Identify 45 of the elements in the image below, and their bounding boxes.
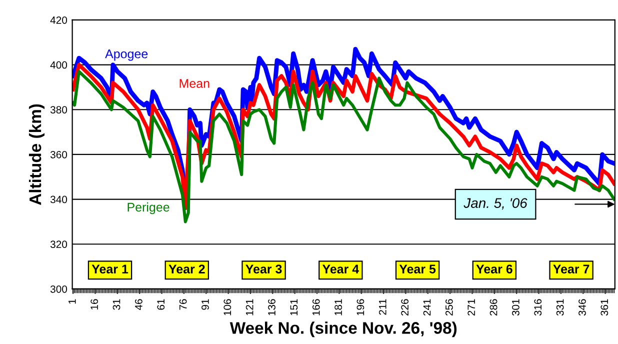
x-tick-label: 136 xyxy=(268,299,276,316)
annotation: Year 6 xyxy=(476,264,512,274)
x-tick-label: 1 xyxy=(68,299,76,304)
x-tick-label: 286 xyxy=(490,299,498,316)
x-tick-label: 46 xyxy=(134,299,142,310)
x-tick-label: 106 xyxy=(224,299,232,316)
y-tick-label: 380 xyxy=(50,106,68,114)
y-tick-label: 320 xyxy=(50,240,68,248)
x-tick-label: 331 xyxy=(556,299,564,316)
annotation: Jan. 5, '06 xyxy=(464,198,528,210)
y-axis-title: Altitude (km) xyxy=(28,104,45,205)
x-tick-label: 301 xyxy=(512,299,520,316)
x-tick-label: 211 xyxy=(378,299,386,315)
series-label: Apogee xyxy=(105,50,148,61)
x-tick-label: 31 xyxy=(112,299,120,310)
series-label: Mean xyxy=(180,79,210,88)
x-tick-label: 256 xyxy=(445,299,453,316)
x-tick-label: 61 xyxy=(157,299,165,310)
x-tick-label: 271 xyxy=(468,299,475,316)
x-tick-label: 196 xyxy=(356,299,364,316)
y-tick-label: 400 xyxy=(50,61,68,69)
x-tick-label: 226 xyxy=(401,299,408,316)
x-tick-label: 121 xyxy=(246,299,254,316)
x-tick-label: 181 xyxy=(334,299,342,316)
y-tick-label: 420 xyxy=(50,16,68,24)
annotation: Year 1 xyxy=(92,264,128,274)
annotation: Year 2 xyxy=(168,264,205,274)
x-axis-title: Week No. (since Nov. 26, '98) xyxy=(230,322,457,338)
x-tick-label: 151 xyxy=(290,299,298,316)
x-tick-label: 361 xyxy=(600,299,608,316)
x-tick-label: 16 xyxy=(90,299,98,310)
annotation: Year 3 xyxy=(246,264,282,274)
y-tick-label: 340 xyxy=(50,196,68,204)
x-tick-label: 76 xyxy=(179,299,187,310)
series-label: Perigee xyxy=(128,202,170,214)
x-tick-label: 166 xyxy=(312,299,320,316)
annotation: Year 5 xyxy=(399,264,436,274)
x-tick-label: 241 xyxy=(423,299,431,316)
annotation: Year 4 xyxy=(322,264,360,274)
x-tick-label: 316 xyxy=(534,299,542,316)
y-tick-label: 360 xyxy=(50,150,68,158)
x-tick-label: 346 xyxy=(578,299,586,316)
x-tick-label: 91 xyxy=(202,299,209,310)
y-tick-label: 300 xyxy=(50,285,68,293)
annotation: Year 7 xyxy=(553,264,590,274)
